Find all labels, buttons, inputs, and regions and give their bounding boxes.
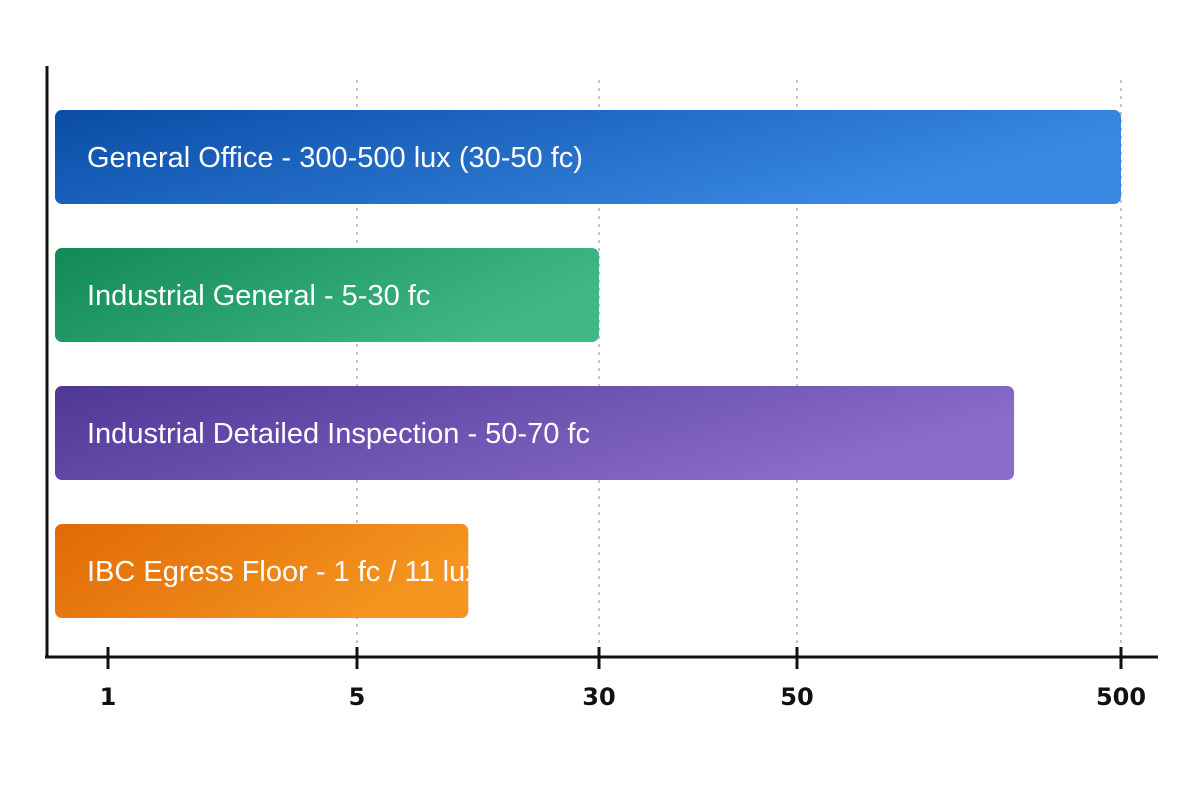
bar	[55, 110, 1121, 204]
x-tick-label: 5	[349, 683, 366, 711]
x-tick-label: 50	[780, 683, 813, 711]
bars: General Office - 300-500 lux (30-50 fc) I…	[55, 110, 1121, 618]
bar	[55, 524, 469, 618]
bar-label: General Office - 300-500 lux (30-50 fc)	[87, 142, 583, 174]
x-axis-ticks: 1 5 30 50 500	[100, 647, 1146, 711]
x-tick-label: 1	[100, 683, 117, 711]
x-tick-label: 500	[1096, 683, 1146, 711]
bar-label: Industrial General - 5-30 fc	[87, 280, 430, 312]
bar-label: Industrial Detailed Inspection - 50-70 f…	[87, 418, 590, 450]
bar	[55, 248, 599, 342]
bar	[55, 386, 1015, 480]
x-tick-label: 30	[582, 683, 615, 711]
bar-label: IBC Egress Floor - 1 fc / 11 lux	[87, 556, 480, 588]
